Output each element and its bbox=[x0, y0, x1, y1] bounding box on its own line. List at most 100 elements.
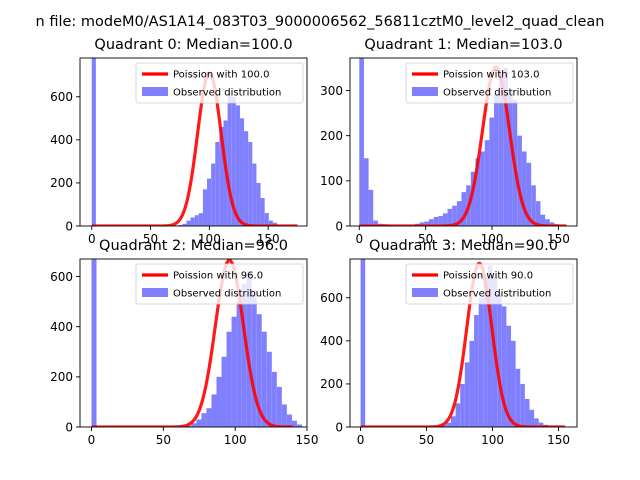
hist-bar bbox=[515, 368, 521, 427]
y-tick-label: 600 bbox=[50, 270, 73, 284]
legend-entry-fit: Poission with 90.0 bbox=[443, 271, 533, 282]
legend-entry-fit: Poission with 103.0 bbox=[443, 70, 539, 81]
x-tick-label: 100 bbox=[481, 232, 504, 246]
hist-bar bbox=[268, 220, 273, 226]
hist-bar bbox=[511, 340, 516, 427]
hist-bar bbox=[251, 290, 257, 427]
hist-bar bbox=[239, 118, 245, 226]
hist-bar bbox=[196, 419, 202, 427]
x-tick-label: 150 bbox=[547, 232, 570, 246]
hist-bar bbox=[540, 214, 546, 226]
hist-bar bbox=[252, 163, 257, 226]
x-tick-label: 0 bbox=[88, 433, 96, 447]
hist-bar bbox=[506, 325, 512, 427]
hist-bar bbox=[211, 163, 216, 226]
x-tick-label: 150 bbox=[257, 232, 280, 246]
hist-bar bbox=[538, 422, 544, 427]
hist-bar bbox=[215, 142, 220, 226]
hist-bar-low-0 bbox=[363, 158, 369, 226]
legend: Poission with 90.0 Observed distribution bbox=[405, 263, 574, 305]
hist-bar-zero-spike bbox=[91, 259, 97, 427]
y-tick-label: 600 bbox=[320, 291, 343, 305]
plot-area bbox=[90, 259, 302, 427]
y-tick-label: 200 bbox=[320, 377, 343, 391]
hist-bar bbox=[428, 219, 434, 226]
hist-bar bbox=[281, 404, 287, 427]
hist-bar bbox=[211, 394, 217, 427]
hist-bar bbox=[186, 220, 191, 226]
axes-frame bbox=[79, 57, 308, 227]
x-tick-label: 0 bbox=[88, 232, 96, 246]
hist-bar bbox=[452, 205, 457, 226]
hist-bar bbox=[248, 142, 253, 226]
hist-bar bbox=[194, 215, 199, 226]
hist-bar bbox=[261, 331, 267, 427]
plot-area bbox=[358, 58, 568, 226]
hist-bar-low-2 bbox=[373, 220, 378, 226]
x-tick-label: 150 bbox=[547, 433, 570, 447]
hist-bar bbox=[497, 293, 502, 427]
y-tick-label: 400 bbox=[50, 320, 73, 334]
hist-bar bbox=[501, 306, 507, 427]
poisson-fit-line bbox=[358, 65, 568, 226]
subplot-title: Quadrant 3: Median=90.0 bbox=[369, 238, 558, 254]
hist-bar bbox=[441, 424, 447, 427]
hist-bar bbox=[231, 96, 236, 226]
hist-bar bbox=[526, 162, 532, 226]
y-tick-label: 400 bbox=[50, 133, 73, 147]
y-tick-label: 0 bbox=[335, 420, 343, 434]
hist-bar bbox=[460, 383, 465, 427]
hist-bar bbox=[264, 213, 269, 226]
hist-bar bbox=[227, 92, 232, 226]
hist-bar bbox=[494, 95, 499, 226]
y-tick-label: 600 bbox=[50, 90, 73, 104]
hist-bar bbox=[256, 314, 262, 427]
hist-bar bbox=[517, 135, 522, 226]
hist-bar bbox=[531, 185, 536, 226]
x-tick-label: 50 bbox=[419, 433, 434, 447]
axes-frame bbox=[349, 57, 578, 227]
hist-bar bbox=[226, 331, 232, 427]
hist-bar bbox=[296, 424, 302, 427]
legend-entry-hist: Observed distribution bbox=[443, 88, 551, 99]
legend-hist-swatch bbox=[142, 288, 168, 297]
hist-bar bbox=[216, 376, 222, 427]
legend-entry-hist: Observed distribution bbox=[443, 289, 551, 300]
subplot-quadrant-1: 0 50 100 150 0 100 200 300 Quadrant 1: Median=10… bbox=[320, 37, 578, 246]
legend-entry-fit: Poission with 100.0 bbox=[173, 70, 269, 81]
hist-bar bbox=[286, 414, 292, 427]
hist-bar bbox=[433, 216, 439, 226]
plot-area bbox=[90, 58, 299, 226]
subplot-title: Quadrant 0: Median=100.0 bbox=[94, 37, 292, 53]
hist-bar bbox=[480, 151, 485, 226]
x-tick-label: 50 bbox=[156, 433, 171, 447]
hist-bar bbox=[244, 131, 249, 226]
hist-bar bbox=[272, 222, 278, 226]
hist-bar bbox=[442, 213, 448, 226]
hist-bar bbox=[186, 425, 192, 427]
hist-bar bbox=[484, 140, 490, 226]
legend-box bbox=[405, 62, 574, 104]
y-tick-label: 200 bbox=[50, 176, 73, 190]
y-tick-label: 200 bbox=[50, 370, 73, 384]
legend: Poission with 103.0 Observed distribution bbox=[405, 62, 574, 104]
subplot-quadrant-0: 0 50 100 150 0 200 400 600 Quadrant 0: Median=10… bbox=[50, 37, 308, 246]
legend-hist-swatch bbox=[412, 288, 438, 297]
x-tick-label: 0 bbox=[357, 433, 365, 447]
y-tick-label: 0 bbox=[335, 219, 343, 233]
hist-bar bbox=[455, 403, 461, 427]
legend-box bbox=[135, 263, 304, 305]
hist-bar bbox=[475, 158, 481, 226]
hist-bar bbox=[478, 297, 484, 427]
hist-bar bbox=[456, 201, 462, 226]
hist-bar bbox=[549, 222, 555, 226]
hist-bar bbox=[419, 222, 425, 226]
hist-bar bbox=[474, 315, 479, 427]
subplot-quadrant-3: 0 50 100 150 0 200 400 600 Quadrant 3: Median=90… bbox=[320, 238, 578, 447]
hist-bar-zero-spike bbox=[359, 58, 364, 226]
legend-box bbox=[135, 62, 304, 104]
hist-bar-zero-spike bbox=[91, 58, 96, 226]
hist-bar bbox=[464, 362, 470, 427]
x-tick-label: 50 bbox=[143, 232, 158, 246]
